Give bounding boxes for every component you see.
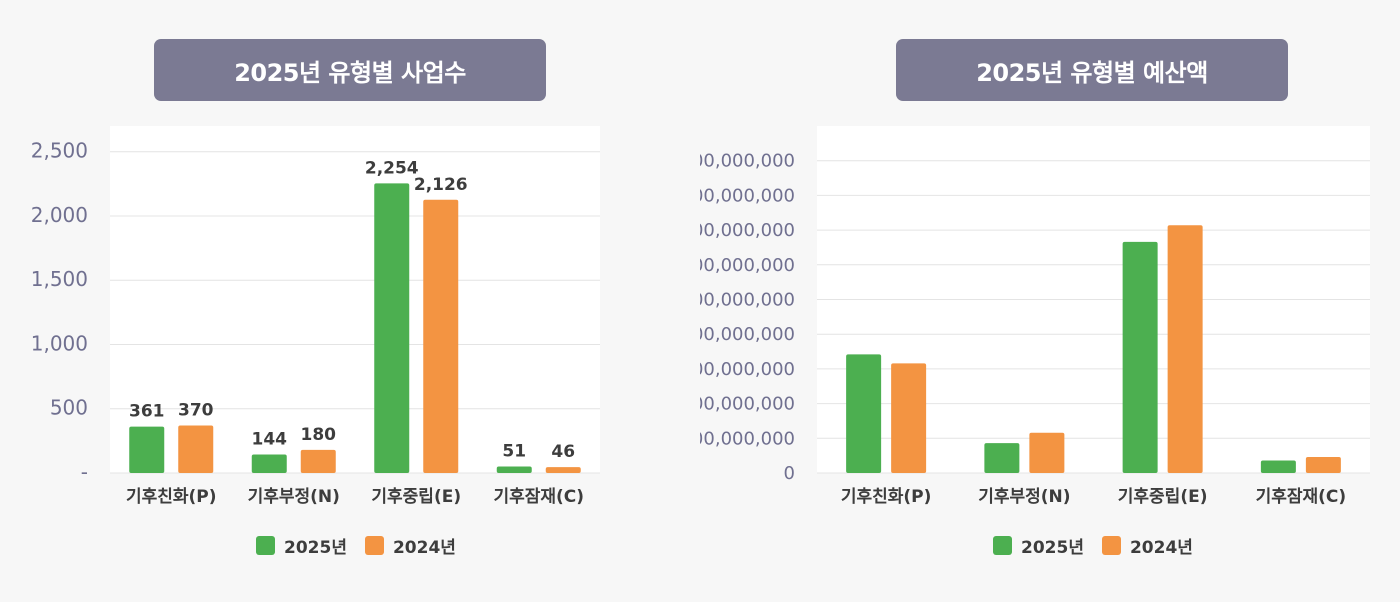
data-label: 180	[301, 425, 337, 445]
y-tick-label: 2,000	[31, 203, 88, 227]
y-tick-label: 1,000,000,000	[700, 394, 795, 415]
bar	[1122, 241, 1158, 473]
x-category-label: 기후부정(N)	[978, 486, 1070, 507]
legend-item-2025: 2025년	[256, 533, 347, 558]
y-tick-label: 500	[50, 396, 88, 420]
bar	[300, 449, 336, 473]
left-chart-svg: - 500 1,000 1,500 2,000 2,500 361 370 기후친화(P) 144…	[30, 126, 600, 507]
bar	[1029, 432, 1065, 473]
y-tick-label: 1,500	[31, 267, 88, 291]
bar	[1260, 460, 1296, 473]
legend-item-2024: 2024년	[1101, 533, 1193, 558]
data-label: 144	[252, 429, 288, 449]
bar	[1305, 457, 1341, 473]
right-chart-legend: 2025년 2024년	[993, 533, 1193, 558]
data-label: 46	[551, 442, 575, 462]
legend-label-2025: 2025년	[284, 538, 347, 558]
right-chart-title: 2025년 유형별 예산액	[896, 39, 1288, 101]
y-tick-label: 4,500,000,000	[700, 151, 795, 172]
data-label: 361	[129, 402, 165, 422]
bar	[129, 426, 165, 473]
x-category-label: 기후중립(E)	[1118, 486, 1208, 507]
bar	[496, 466, 532, 473]
x-category-label: 기후잠재(C)	[493, 486, 584, 507]
legend-label-2025: 2025년	[1021, 538, 1084, 558]
x-category-label: 기후중립(E)	[371, 486, 461, 507]
data-label: 2,126	[414, 175, 468, 195]
legend-item-2025: 2025년	[993, 533, 1084, 558]
legend-swatch-2024	[1101, 536, 1121, 555]
data-label: 51	[502, 441, 526, 461]
right-chart-svg: 0 500,000,000 1,000,000,000 1,500,000,000 2,…	[700, 126, 1370, 507]
bar	[423, 199, 459, 473]
y-tick-label: 0	[784, 463, 795, 484]
y-tick-label: 1,000	[31, 331, 88, 355]
bar	[251, 454, 287, 473]
bar	[545, 467, 581, 473]
legend-label-2024: 2024년	[392, 538, 456, 558]
y-tick-label: 4,000,000,000	[700, 185, 795, 206]
left-chart-legend: 2025년 2024년	[256, 533, 456, 558]
y-tick-label: -	[81, 460, 88, 484]
x-category-label: 기후친화(P)	[126, 486, 217, 507]
legend-item-2024: 2024년	[364, 533, 456, 558]
right-chart-panel: 2025년 유형별 예산액 0 500,000,000 1,000,000,000 1…	[700, 0, 1400, 602]
left-chart-panel: 2025년 유형별 사업수 - 500 1,000 1,500 2,000 2,500 36…	[30, 39, 600, 558]
y-tick-label: 1,500,000,000	[700, 359, 795, 380]
y-tick-label: 2,500,000,000	[700, 290, 795, 311]
legend-swatch-2024	[364, 536, 384, 555]
data-label: 2,254	[365, 158, 419, 178]
legend-label-2024: 2024년	[1129, 538, 1193, 558]
x-category-label: 기후부정(N)	[248, 486, 340, 507]
y-tick-label: 2,500	[31, 139, 88, 163]
bar	[374, 183, 410, 473]
bar	[1167, 225, 1203, 473]
legend-swatch-2025	[993, 536, 1012, 555]
y-tick-label: 3,000,000,000	[700, 255, 795, 276]
bar	[846, 354, 882, 473]
data-label: 370	[178, 400, 214, 420]
x-category-label: 기후친화(P)	[841, 486, 932, 507]
y-tick-label: 2,000,000,000	[700, 324, 795, 345]
legend-swatch-2025	[256, 536, 275, 555]
y-tick-label: 500,000,000	[700, 428, 795, 449]
left-chart-title: 2025년 유형별 사업수	[154, 39, 546, 101]
bar	[178, 425, 214, 473]
plot-area	[110, 126, 600, 473]
y-tick-label: 3,500,000,000	[700, 220, 795, 241]
x-category-label: 기후잠재(C)	[1256, 486, 1347, 507]
bar	[891, 363, 927, 473]
bar	[984, 443, 1020, 473]
